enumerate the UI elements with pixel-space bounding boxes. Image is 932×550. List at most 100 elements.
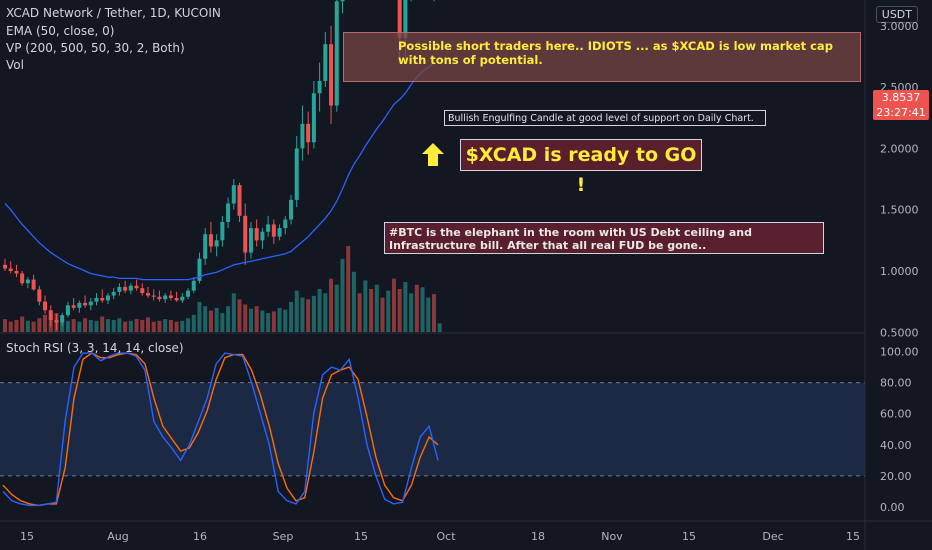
candle-body bbox=[20, 273, 25, 284]
volume-bar bbox=[409, 293, 414, 332]
volume-bar bbox=[432, 294, 436, 332]
candle-body bbox=[128, 285, 133, 291]
candle-body bbox=[403, 0, 408, 39]
arrow-icon bbox=[422, 143, 444, 166]
candle-body bbox=[300, 123, 305, 149]
candle-body bbox=[37, 289, 42, 302]
candle-body bbox=[140, 288, 145, 294]
candle-body bbox=[323, 44, 328, 81]
annotation-short-traders[interactable]: Possible short traders here.. IDIOTS ...… bbox=[343, 32, 861, 82]
candle-body bbox=[203, 234, 208, 259]
candle-body bbox=[311, 93, 316, 143]
candle-body bbox=[105, 295, 110, 301]
candle-body bbox=[197, 258, 202, 281]
volume-bar bbox=[43, 314, 48, 332]
volume-bar bbox=[369, 289, 374, 332]
volume-bar bbox=[277, 307, 282, 332]
candle-body bbox=[25, 279, 30, 284]
price-tick-label: 2.0000 bbox=[880, 142, 919, 155]
volume-bar bbox=[111, 319, 116, 332]
volume-bar bbox=[380, 297, 385, 332]
volume-bar bbox=[329, 278, 334, 332]
annotation-ready-to-go[interactable]: $XCAD is ready to GO ! bbox=[460, 139, 702, 196]
vol-indicator-label[interactable]: Vol bbox=[6, 58, 24, 72]
candle-body bbox=[111, 291, 116, 296]
symbol-title: XCAD Network / Tether, 1D, KUCOIN bbox=[6, 6, 221, 20]
stoch-band bbox=[0, 382, 865, 476]
volume-bar bbox=[397, 289, 402, 332]
volume-bar bbox=[237, 299, 242, 332]
time-tick-label: 15 bbox=[20, 530, 34, 543]
candle-body bbox=[14, 271, 19, 274]
stoch-tick-label: 40.00 bbox=[880, 439, 912, 452]
volume-bar bbox=[351, 271, 356, 332]
volume-bar bbox=[180, 320, 185, 332]
candle-body bbox=[48, 310, 53, 321]
candle-body bbox=[146, 293, 150, 296]
volume-bar bbox=[71, 319, 76, 332]
candle-body bbox=[157, 296, 162, 300]
candle-body bbox=[117, 286, 122, 292]
volume-bar bbox=[117, 318, 122, 332]
volume-bar bbox=[260, 310, 265, 332]
volume-bar bbox=[37, 318, 42, 332]
candle-body bbox=[334, 1, 339, 106]
volume-bar bbox=[31, 321, 36, 332]
volume-bar bbox=[363, 280, 368, 332]
volume-bar bbox=[20, 316, 25, 332]
volume-bar bbox=[14, 319, 19, 332]
volume-bar bbox=[163, 319, 168, 332]
volume-bar bbox=[88, 319, 93, 332]
volume-bar bbox=[357, 293, 362, 332]
candle-body bbox=[77, 302, 82, 308]
candle-body bbox=[180, 296, 185, 301]
volume-bar bbox=[186, 318, 191, 332]
volume-bar bbox=[414, 284, 419, 332]
candle-body bbox=[214, 240, 219, 247]
stoch-band-layer bbox=[0, 382, 865, 477]
currency-badge[interactable]: USDT bbox=[875, 6, 918, 23]
volume-bar bbox=[157, 320, 162, 332]
annotation-bullish-engulfing[interactable]: Bullish Engulfing Candle at good level o… bbox=[444, 110, 766, 126]
volume-bar bbox=[220, 313, 225, 332]
volume-bar bbox=[8, 321, 13, 332]
annotation-btc-note[interactable]: #BTC is the elephant in the room with US… bbox=[384, 222, 824, 254]
ema-indicator-label[interactable]: EMA (50, close, 0) bbox=[6, 24, 115, 38]
volume-bar bbox=[248, 308, 253, 332]
candle-body bbox=[208, 234, 213, 247]
candle-body bbox=[134, 285, 139, 289]
time-tick-label: Sep bbox=[273, 530, 294, 543]
volume-bar bbox=[243, 304, 248, 332]
candle-body bbox=[123, 286, 128, 291]
volume-bar bbox=[420, 287, 425, 332]
vp-indicator-label[interactable]: VP (200, 500, 50, 30, 2, Both) bbox=[6, 41, 185, 55]
time-tick-label: 15 bbox=[354, 530, 368, 543]
volume-bar bbox=[340, 258, 345, 332]
arrow-shape bbox=[422, 143, 444, 166]
stoch-d-line bbox=[2, 352, 439, 507]
candle-body bbox=[266, 224, 271, 232]
volume-bar bbox=[426, 297, 431, 332]
candle-body bbox=[294, 148, 299, 200]
candle-body bbox=[54, 320, 59, 323]
stoch-tick-label: 0.00 bbox=[880, 501, 905, 514]
time-tick-label: 15 bbox=[846, 530, 860, 543]
volume-bar bbox=[311, 295, 316, 332]
volume-bar bbox=[271, 311, 276, 332]
stoch-k-line bbox=[2, 352, 439, 507]
volume-bar bbox=[231, 293, 236, 332]
volume-bar bbox=[77, 321, 82, 332]
candle-body bbox=[340, 0, 345, 2]
volume-bar bbox=[105, 319, 110, 332]
last-price-tag: 3.8537 23:27:41 bbox=[873, 90, 929, 120]
candle-body bbox=[271, 224, 276, 237]
volume-bar bbox=[65, 320, 70, 332]
candle-body bbox=[65, 305, 70, 316]
candle-body bbox=[168, 295, 173, 298]
candle-body bbox=[94, 297, 99, 302]
time-tick-label: 15 bbox=[682, 530, 696, 543]
candle-body bbox=[226, 203, 231, 222]
volume-bar bbox=[306, 299, 311, 332]
stoch-rsi-label[interactable]: Stoch RSI (3, 3, 14, 14, close) bbox=[6, 341, 184, 355]
